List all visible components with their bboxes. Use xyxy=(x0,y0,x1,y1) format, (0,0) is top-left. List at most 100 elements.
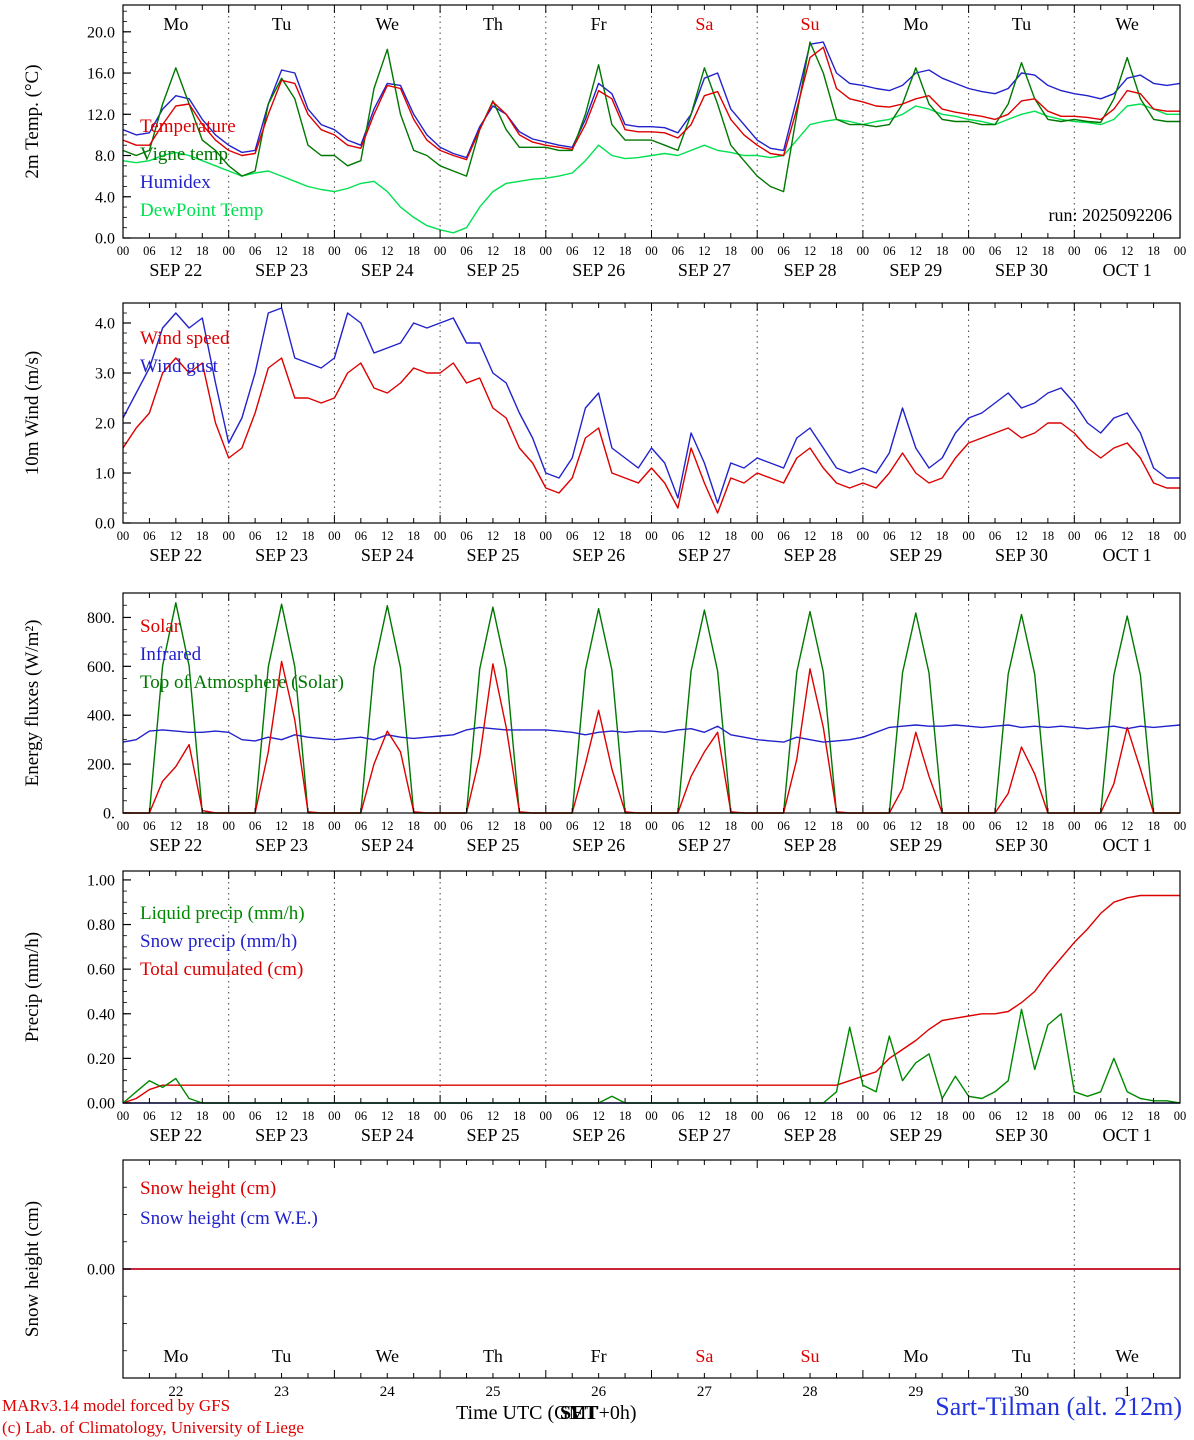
x-tick-label: 12 xyxy=(275,529,288,543)
x-tick-label: 00 xyxy=(962,244,975,258)
x-tick-label: 06 xyxy=(566,244,579,258)
x-tick-label: 18 xyxy=(196,1109,209,1123)
day-label: Sa xyxy=(695,1346,713,1366)
legend-snow-height-we: Snow height (cm W.E.) xyxy=(140,1208,318,1229)
y-tick-label: 4.0 xyxy=(95,189,115,206)
x-tick-label: 18 xyxy=(196,244,209,258)
x-tick-label: 18 xyxy=(513,819,526,833)
x-tick-label: 18 xyxy=(196,529,209,543)
x-tick-label: 00 xyxy=(751,529,764,543)
series-line xyxy=(122,1008,1181,1104)
date-label: OCT 1 xyxy=(1103,260,1152,280)
x-tick-label: 12 xyxy=(1121,529,1134,543)
date-label: SEP 28 xyxy=(784,260,837,280)
date-label: SEP 23 xyxy=(255,545,308,565)
day-label: We xyxy=(1115,14,1139,34)
day-number-label: 23 xyxy=(274,1384,289,1400)
y-tick-label: 20.0 xyxy=(87,24,115,41)
x-tick-label: 06 xyxy=(989,244,1002,258)
x-tick-label: 00 xyxy=(434,1109,447,1123)
legend-infrared: Infrared xyxy=(140,644,202,665)
legend-vigne-temp: Vigne temp xyxy=(140,144,229,165)
y-tick-label: 0.0 xyxy=(95,231,115,248)
x-tick-label: 06 xyxy=(777,819,790,833)
x-tick-label: 12 xyxy=(910,529,923,543)
day-number-label: 22 xyxy=(168,1384,183,1400)
date-label: SEP 22 xyxy=(149,545,202,565)
x-tick-label: 06 xyxy=(355,529,368,543)
x-tick-label: 00 xyxy=(222,529,235,543)
x-tick-label: 00 xyxy=(434,529,447,543)
x-tick-label: 00 xyxy=(857,1109,870,1123)
legend-solar: Solar xyxy=(140,616,181,637)
x-tick-label: 06 xyxy=(989,529,1002,543)
x-tick-label: 18 xyxy=(619,244,632,258)
x-tick-label: 00 xyxy=(1174,244,1187,258)
x-tick-label: 18 xyxy=(830,819,843,833)
day-label: We xyxy=(375,1346,399,1366)
legend-humidex: Humidex xyxy=(140,172,211,193)
x-tick-label: 12 xyxy=(381,1109,394,1123)
x-tick-label: 06 xyxy=(989,819,1002,833)
x-tick-label: 06 xyxy=(143,244,156,258)
date-label: SEP 24 xyxy=(361,260,414,280)
x-tick-label: 18 xyxy=(936,1109,949,1123)
x-tick-label: 00 xyxy=(1068,1109,1081,1123)
x-tick-label: 00 xyxy=(328,244,341,258)
x-tick-label: 12 xyxy=(1015,819,1028,833)
y-tick-label: 8.0 xyxy=(95,148,115,165)
x-tick-label: 12 xyxy=(170,819,183,833)
x-tick-label: 06 xyxy=(1094,819,1107,833)
date-label: SEP 29 xyxy=(889,545,942,565)
footer-lab-credit: (c) Lab. of Climatology, University of L… xyxy=(2,1418,304,1437)
date-label: SEP 24 xyxy=(361,835,414,855)
x-tick-label: 12 xyxy=(381,529,394,543)
x-tick-label: 12 xyxy=(170,244,183,258)
x-tick-label: 12 xyxy=(592,1109,605,1123)
x-tick-label: 18 xyxy=(513,529,526,543)
day-label: Mo xyxy=(163,1346,188,1366)
footer-time-overlay: SET xyxy=(560,1402,598,1424)
y-tick-label: 0. xyxy=(103,806,115,823)
day-number-label: 1 xyxy=(1123,1384,1131,1400)
date-label: SEP 30 xyxy=(995,1125,1048,1145)
x-tick-label: 00 xyxy=(645,819,658,833)
day-label: Tu xyxy=(1012,1346,1031,1366)
x-tick-label: 06 xyxy=(672,244,685,258)
x-tick-label: 12 xyxy=(910,1109,923,1123)
x-tick-label: 00 xyxy=(645,1109,658,1123)
x-tick-label: 06 xyxy=(355,819,368,833)
x-tick-label: 18 xyxy=(830,529,843,543)
day-number-label: 24 xyxy=(380,1384,396,1400)
x-tick-label: 06 xyxy=(143,529,156,543)
y-axis-title-wind: 10m Wind (m/s) xyxy=(22,350,43,476)
y-tick-label: 800. xyxy=(87,610,115,627)
x-tick-label: 00 xyxy=(540,244,553,258)
x-tick-label: 18 xyxy=(830,1109,843,1123)
x-tick-label: 12 xyxy=(275,819,288,833)
x-tick-label: 00 xyxy=(1174,1109,1187,1123)
day-label: Mo xyxy=(903,14,928,34)
x-tick-label: 00 xyxy=(434,244,447,258)
x-tick-label: 06 xyxy=(1094,1109,1107,1123)
date-label: SEP 30 xyxy=(995,545,1048,565)
x-tick-label: 18 xyxy=(302,1109,315,1123)
x-tick-label: 06 xyxy=(989,1109,1002,1123)
x-tick-label: 00 xyxy=(1068,529,1081,543)
x-tick-label: 12 xyxy=(275,1109,288,1123)
x-tick-label: 06 xyxy=(460,529,473,543)
y-tick-label: 0.80 xyxy=(87,917,115,934)
y-tick-label: 0.00 xyxy=(87,1262,115,1279)
x-tick-label: 18 xyxy=(407,819,420,833)
x-tick-label: 18 xyxy=(619,819,632,833)
y-axis-title-precip: Precip (mm/h) xyxy=(22,931,43,1043)
x-tick-label: 12 xyxy=(698,1109,711,1123)
date-label: SEP 28 xyxy=(784,1125,837,1145)
date-label: SEP 23 xyxy=(255,260,308,280)
y-axis-title-snow: Snow height (cm) xyxy=(22,1200,43,1338)
x-tick-label: 00 xyxy=(751,1109,764,1123)
legend-wind-gust: Wind gust xyxy=(140,356,218,377)
x-tick-label: 18 xyxy=(513,1109,526,1123)
x-tick-label: 18 xyxy=(725,244,738,258)
x-tick-label: 12 xyxy=(487,244,500,258)
